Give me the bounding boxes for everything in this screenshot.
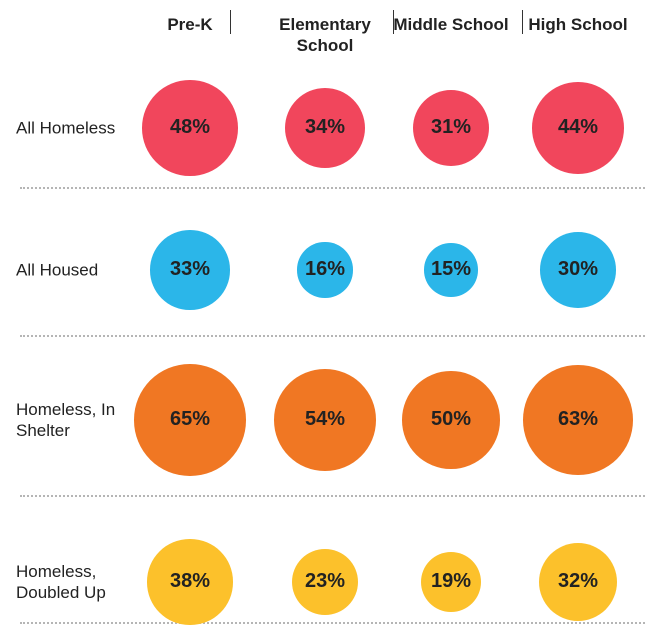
value-label: 33% <box>169 258 210 281</box>
bubble: 50% <box>402 371 500 469</box>
value-label: 16% <box>304 258 345 281</box>
row-label: Homeless, In Shelter <box>16 400 116 440</box>
row-divider <box>20 335 645 337</box>
value-label: 50% <box>430 408 471 431</box>
column-header: Middle School <box>393 15 509 34</box>
bubble: 19% <box>420 551 482 613</box>
bubble: 23% <box>291 548 359 616</box>
row-divider <box>20 622 645 624</box>
header-separator <box>522 10 523 34</box>
value-label: 34% <box>304 116 345 139</box>
bubble: 16% <box>297 242 353 298</box>
value-label: 32% <box>557 570 598 593</box>
column-header: High School <box>528 15 628 34</box>
bubble: 31% <box>412 89 490 167</box>
bubble: 48% <box>142 80 238 176</box>
value-label: 30% <box>557 258 598 281</box>
row-label: Homeless, Doubled Up <box>16 562 106 602</box>
bubble: 15% <box>424 243 478 297</box>
value-label: 38% <box>169 570 210 593</box>
row-label: All Homeless <box>16 118 116 138</box>
bubble: 34% <box>284 87 366 169</box>
value-label: 19% <box>430 570 471 593</box>
bubble: 65% <box>134 364 246 476</box>
column-header: Pre-K <box>167 15 213 34</box>
value-label: 15% <box>430 258 471 281</box>
row-divider <box>20 187 645 189</box>
header-separator <box>230 10 231 34</box>
column-header: Elementary School <box>279 15 371 55</box>
header-separator <box>393 10 394 34</box>
value-label: 31% <box>430 116 471 139</box>
bubble: 38% <box>147 539 233 625</box>
value-label: 54% <box>304 408 345 431</box>
bubble: 33% <box>150 230 230 310</box>
value-label: 65% <box>169 408 210 431</box>
value-label: 44% <box>557 116 598 139</box>
bubble: 30% <box>540 232 616 308</box>
value-label: 48% <box>169 116 210 139</box>
bubble: 32% <box>538 542 618 622</box>
row-divider <box>20 495 645 497</box>
bubble: 54% <box>274 369 376 471</box>
row-label: All Housed <box>16 260 99 280</box>
bubble: 44% <box>532 82 624 174</box>
value-label: 23% <box>304 570 345 593</box>
value-label: 63% <box>557 408 598 431</box>
bubble: 63% <box>523 365 633 475</box>
